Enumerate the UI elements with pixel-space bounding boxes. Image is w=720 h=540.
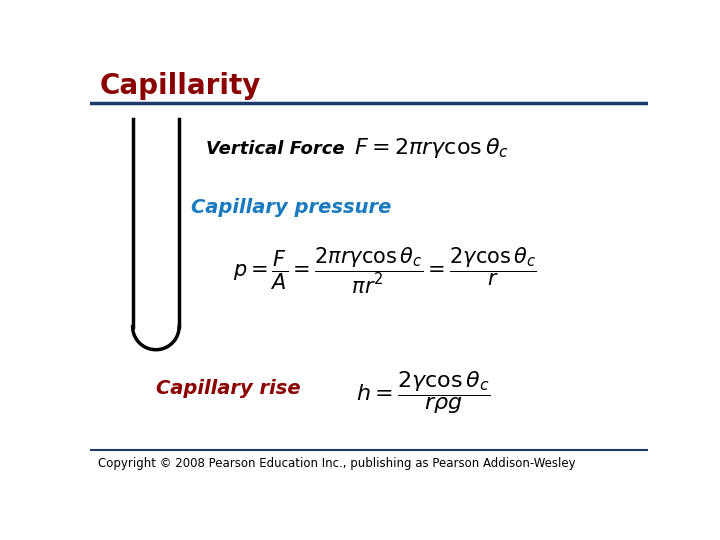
Text: Copyright © 2008 Pearson Education Inc., publishing as Pearson Addison-Wesley: Copyright © 2008 Pearson Education Inc.,… bbox=[98, 457, 575, 470]
Text: Capillary pressure: Capillary pressure bbox=[192, 198, 392, 217]
Text: Capillary rise: Capillary rise bbox=[156, 379, 300, 397]
Text: $p = \dfrac{F}{A} = \dfrac{2\pi r\gamma \cos\theta_c}{\pi r^2} = \dfrac{2\gamma : $p = \dfrac{F}{A} = \dfrac{2\pi r\gamma … bbox=[233, 246, 536, 296]
Text: Vertical Force: Vertical Force bbox=[206, 140, 345, 159]
Text: $h = \dfrac{2\gamma \cos\theta_c}{r\rho g}$: $h = \dfrac{2\gamma \cos\theta_c}{r\rho … bbox=[356, 369, 490, 415]
Text: $F = 2\pi r\gamma \cos\theta_c$: $F = 2\pi r\gamma \cos\theta_c$ bbox=[354, 136, 508, 160]
Text: Capillarity: Capillarity bbox=[99, 72, 261, 100]
